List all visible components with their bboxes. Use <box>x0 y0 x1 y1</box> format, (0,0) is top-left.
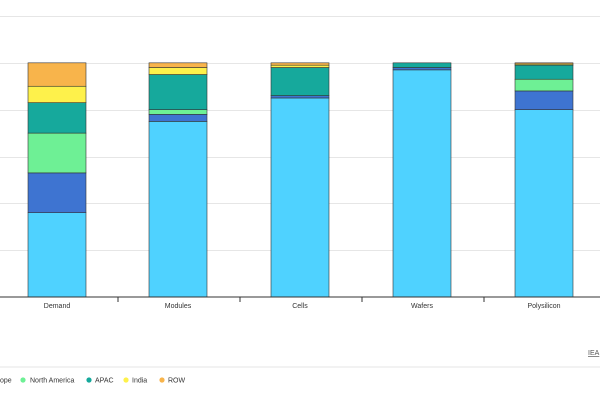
legend-label-north-america[interactable]: North America <box>30 378 74 385</box>
legend: ope North America APAC India ROW <box>0 377 186 385</box>
bar-wafers-europe[interactable] <box>392 67 452 71</box>
x-tick-label-modules: Modules <box>165 303 192 310</box>
bar-polysilicon-apac[interactable] <box>514 64 574 80</box>
bar-demand-europe[interactable] <box>27 172 87 213</box>
legend-marker-india <box>123 377 129 383</box>
bar-polysilicon-north-america[interactable] <box>514 78 574 92</box>
bar-cells-europe[interactable] <box>270 95 330 99</box>
legend-marker-north-america <box>20 377 26 383</box>
bar-modules-north-america[interactable] <box>148 109 208 115</box>
bar-demand-china[interactable] <box>27 212 87 298</box>
bar-demand-india[interactable] <box>27 85 87 103</box>
bars <box>27 62 574 298</box>
bar-demand-north-america[interactable] <box>27 132 87 174</box>
legend-label-apac[interactable]: APAC <box>95 378 114 385</box>
bar-modules-china[interactable] <box>148 121 208 298</box>
legend-marker-apac <box>86 377 92 383</box>
legend-label-ope[interactable]: ope <box>0 378 12 385</box>
x-axis-ticks: Demand Modules Cells Wafers Polysilicon <box>44 297 561 310</box>
bar-modules-row[interactable] <box>148 62 208 68</box>
bar-cells-india[interactable] <box>270 64 330 68</box>
bar-wafers-china[interactable] <box>392 69 452 298</box>
legend-label-row[interactable]: ROW <box>168 378 186 385</box>
bar-polysilicon-europe[interactable] <box>514 90 574 110</box>
bar-polysilicon-china[interactable] <box>514 109 574 298</box>
bar-polysilicon-row[interactable] <box>514 62 574 65</box>
legend-label-india[interactable]: India <box>132 378 147 385</box>
bar-wafers-apac[interactable] <box>392 62 452 68</box>
bar-demand-apac[interactable] <box>27 102 87 134</box>
bar-demand-row[interactable] <box>27 62 87 87</box>
bar-modules-india[interactable] <box>148 67 208 75</box>
source-link[interactable]: IEA <box>588 350 600 357</box>
bar-cells-china[interactable] <box>270 97 330 298</box>
x-tick-label-demand: Demand <box>44 303 71 310</box>
bar-cells-row[interactable] <box>270 62 330 66</box>
bar-modules-apac[interactable] <box>148 74 208 110</box>
bar-modules-europe[interactable] <box>148 114 208 122</box>
x-tick-label-cells: Cells <box>292 303 308 310</box>
x-tick-label-polysilicon: Polysilicon <box>527 303 560 310</box>
x-tick-label-wafers: Wafers <box>411 303 433 310</box>
bar-cells-apac[interactable] <box>270 67 330 96</box>
legend-marker-row <box>159 377 165 383</box>
